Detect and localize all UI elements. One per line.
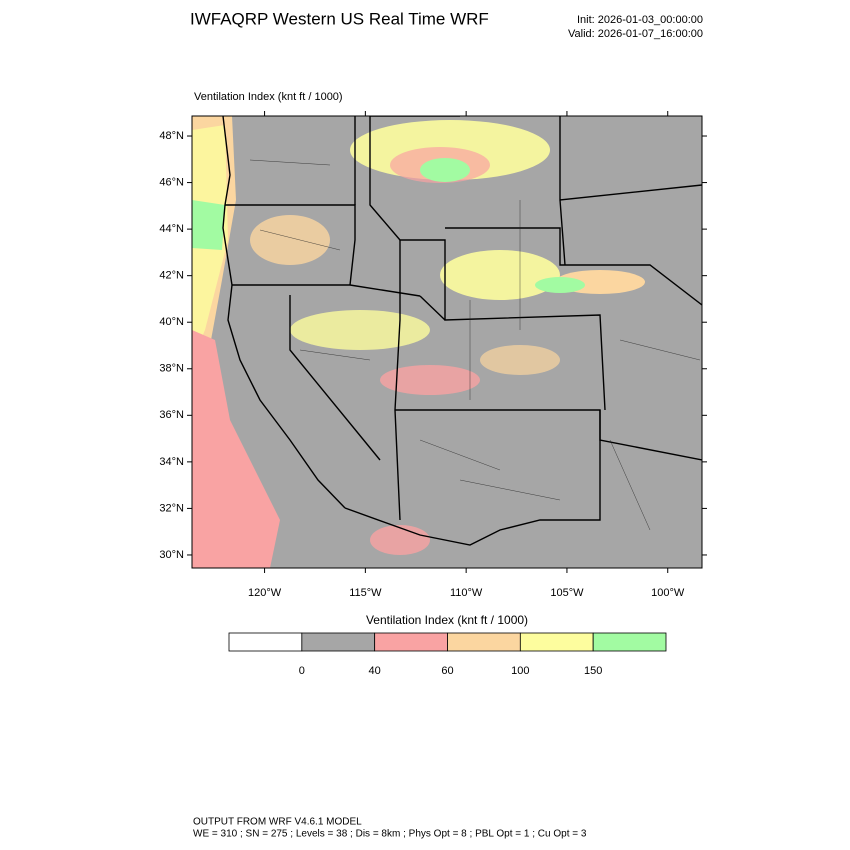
title: IWFAQRP Western US Real Time WRF xyxy=(190,9,489,28)
valid-time: Valid: 2026-01-07_16:00:00 xyxy=(568,28,703,40)
x-tick-label: 120°W xyxy=(248,587,282,599)
colorbar-label: 0 xyxy=(299,665,305,677)
colorbar-label: 150 xyxy=(584,665,602,677)
y-tick-label: 30°N xyxy=(159,549,184,561)
colorbar-box xyxy=(374,632,448,652)
y-tick-label: 44°N xyxy=(159,223,184,235)
colorbar-label: 40 xyxy=(369,665,381,677)
y-tick-label: 36°N xyxy=(159,409,184,421)
init-time: Init: 2026-01-03_00:00:00 xyxy=(577,14,703,26)
colorbar-box xyxy=(519,632,594,652)
colorbar-label: 100 xyxy=(511,665,529,677)
colorbar-box xyxy=(228,632,303,652)
y-tick-label: 42°N xyxy=(159,270,184,282)
x-tick-label: 105°W xyxy=(550,587,584,599)
x-tick-label: 100°W xyxy=(651,587,685,599)
colorbar-box xyxy=(592,632,667,652)
y-tick-label: 46°N xyxy=(159,176,184,188)
y-tick-label: 48°N xyxy=(159,130,184,142)
map-frame xyxy=(191,115,703,569)
map-field xyxy=(192,116,702,568)
y-tick-label: 40°N xyxy=(159,316,184,328)
x-tick-label: 110°W xyxy=(450,587,483,599)
colorbar-label: 60 xyxy=(441,665,453,677)
footer-line: WE = 310 ; SN = 275 ; Levels = 38 ; Dis … xyxy=(193,829,587,840)
y-tick-label: 38°N xyxy=(159,363,184,375)
colorbar-title: Ventilation Index (knt ft / 1000) xyxy=(366,613,528,627)
y-tick-label: 32°N xyxy=(159,502,184,514)
footer-line: OUTPUT FROM WRF V4.6.1 MODEL xyxy=(193,817,362,828)
colorbar-box xyxy=(301,632,376,652)
map-label: Ventilation Index (knt ft / 1000) xyxy=(194,91,343,103)
y-tick-label: 34°N xyxy=(159,456,184,468)
x-tick-label: 115°W xyxy=(349,587,382,599)
colorbar-box xyxy=(447,632,521,652)
